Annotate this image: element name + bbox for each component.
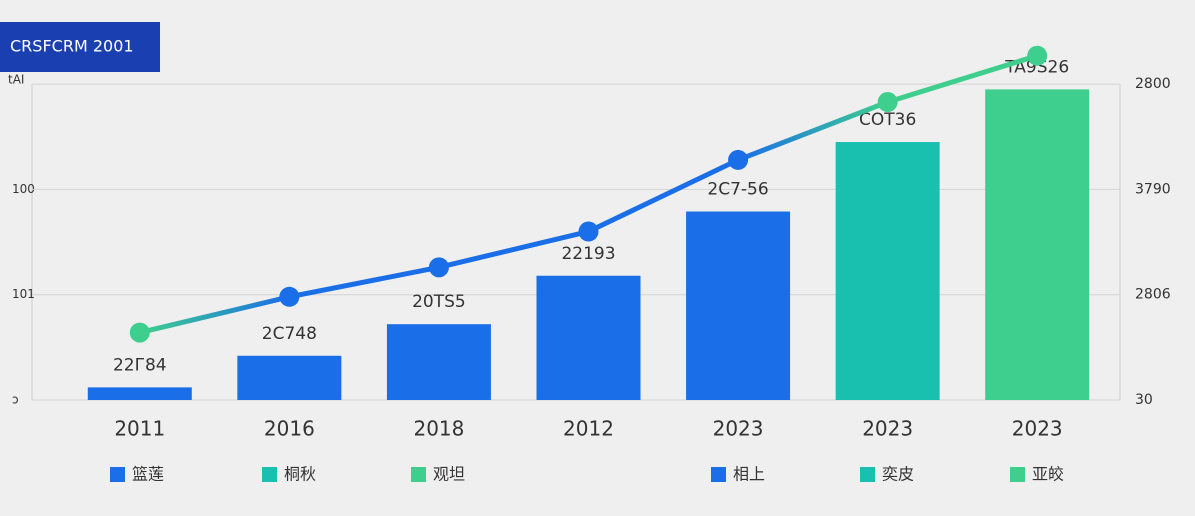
x-tick-label: 2012 <box>563 417 614 441</box>
legend-swatch <box>411 467 426 482</box>
legend-label: 奕皮 <box>882 465 914 484</box>
legend-swatch <box>1010 467 1025 482</box>
y-tick-label: 101 <box>12 287 35 301</box>
line-marker <box>279 286 300 307</box>
legend-label: 桐秋 <box>284 465 316 484</box>
data-label: 2C748 <box>262 324 317 344</box>
x-tick-label: 2023 <box>713 417 764 441</box>
bar <box>386 324 491 400</box>
line-marker <box>877 92 898 113</box>
legend-swatch <box>860 467 875 482</box>
x-tick-label: 2016 <box>264 417 315 441</box>
bar <box>237 355 342 400</box>
bar <box>686 211 791 400</box>
line-marker <box>428 257 449 278</box>
data-label: 22Г84 <box>113 355 167 375</box>
y-tick-label: ɔ <box>12 393 19 407</box>
bar <box>985 89 1090 400</box>
line-marker <box>578 221 599 242</box>
line-marker <box>728 149 749 170</box>
data-label: 22193 <box>561 244 615 264</box>
data-label: COT36 <box>859 110 916 130</box>
y2-tick-label: 2800 <box>1135 76 1171 92</box>
title-box <box>0 22 160 72</box>
bar <box>87 387 192 400</box>
y-axis-label: tAI <box>8 73 24 87</box>
legend-swatch <box>711 467 726 482</box>
legend-label: 篮莲 <box>132 465 164 484</box>
bar <box>536 275 641 400</box>
y2-tick-label: 3790 <box>1135 181 1171 197</box>
x-tick-label: 2011 <box>114 417 165 441</box>
y2-tick-label: 2806 <box>1135 287 1171 303</box>
x-tick-label: 2018 <box>413 417 464 441</box>
data-label: 20TS5 <box>412 292 466 312</box>
y2-tick-label: 30 <box>1135 392 1153 408</box>
legend-swatch <box>262 467 277 482</box>
chart-title: CRSFCRM 2001 <box>10 37 134 56</box>
legend-label: 观坦 <box>433 465 465 484</box>
legend-swatch <box>110 467 125 482</box>
legend-label: 亚皎 <box>1032 465 1064 484</box>
x-tick-label: 2023 <box>1012 417 1063 441</box>
line-marker <box>1027 45 1048 66</box>
line-marker <box>129 322 150 343</box>
bar <box>835 142 940 400</box>
x-tick-label: 2023 <box>862 417 913 441</box>
data-label: 2C7-56 <box>707 180 768 200</box>
y-tick-label: 100 <box>12 182 35 196</box>
legend-label: 相上 <box>733 465 765 484</box>
